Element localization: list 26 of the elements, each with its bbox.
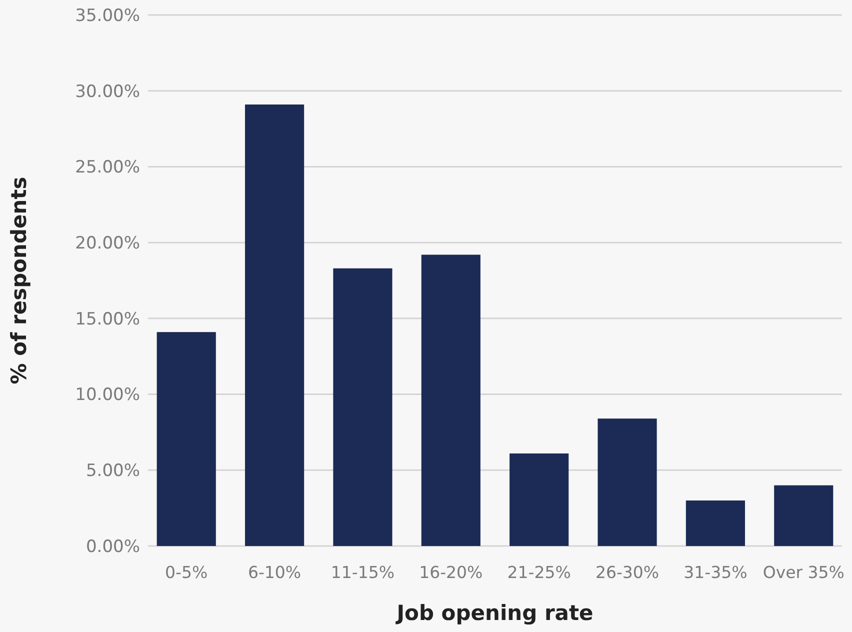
x-tick-label: Over 35% bbox=[762, 563, 844, 582]
y-tick-label: 5.00% bbox=[86, 461, 140, 482]
bar bbox=[774, 485, 834, 546]
y-tick-label: 30.00% bbox=[75, 82, 140, 102]
y-tick-label: 10.00% bbox=[75, 385, 140, 406]
y-axis-title: % of respondents bbox=[7, 176, 31, 384]
x-tick-label: 6-10% bbox=[248, 563, 302, 582]
x-tick-label: 31-35% bbox=[684, 563, 748, 582]
bar bbox=[421, 254, 480, 546]
x-tick-label: 11-15% bbox=[330, 563, 395, 582]
x-tick-label: 21-25% bbox=[507, 563, 571, 582]
x-tick-label: 0-5% bbox=[165, 563, 208, 582]
bar bbox=[686, 500, 745, 546]
bar bbox=[510, 453, 569, 546]
bar bbox=[245, 104, 304, 546]
y-tick-label: 25.00% bbox=[75, 158, 140, 178]
bar bbox=[333, 268, 392, 546]
bar bbox=[156, 332, 216, 546]
y-tick-label: 20.00% bbox=[75, 234, 140, 254]
x-tick-label: 16-20% bbox=[419, 563, 483, 582]
y-tick-label: 0.00% bbox=[86, 536, 140, 557]
x-axis-title: Job opening rate bbox=[394, 601, 594, 625]
x-tick-label: 26-30% bbox=[595, 563, 660, 582]
y-tick-label: 35.00% bbox=[75, 6, 140, 26]
bar bbox=[598, 418, 657, 546]
y-tick-label: 15.00% bbox=[75, 309, 140, 330]
